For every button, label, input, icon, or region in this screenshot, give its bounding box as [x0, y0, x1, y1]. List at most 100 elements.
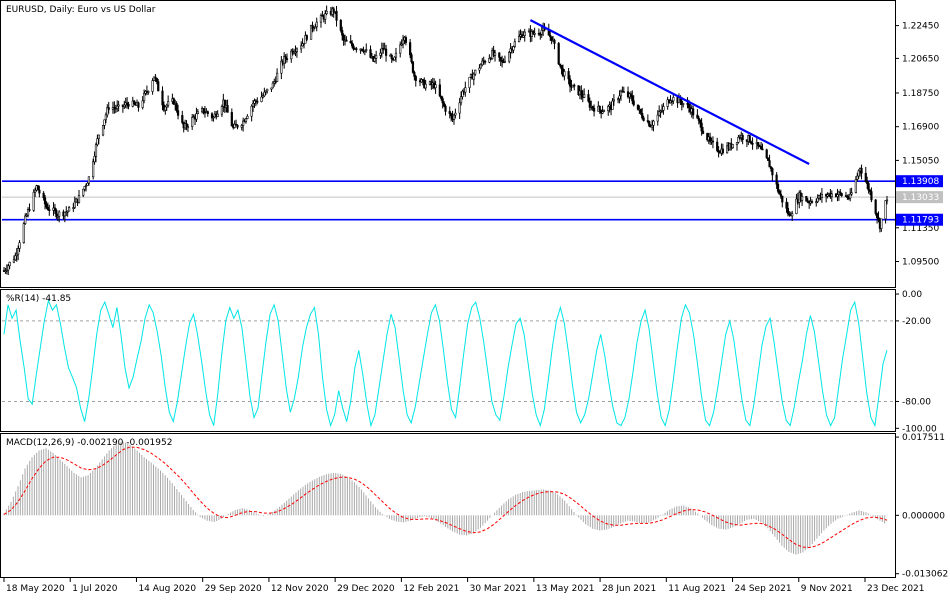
candle-body	[631, 95, 634, 102]
candle-body	[335, 10, 338, 21]
candle-body	[856, 175, 859, 180]
candle-body	[751, 143, 754, 145]
candle-body	[284, 56, 287, 59]
candle-body	[175, 103, 178, 111]
wpr-tick-label: -80.00	[902, 397, 931, 407]
candle-body	[868, 189, 872, 192]
candle-body	[583, 94, 586, 98]
candle-body	[697, 117, 700, 121]
candle-body	[137, 102, 140, 108]
candle-body	[72, 207, 75, 209]
candle-body	[757, 142, 760, 147]
candle-body	[549, 34, 552, 37]
candle-body	[77, 195, 81, 203]
candle-body	[301, 43, 304, 47]
candle-body	[82, 188, 85, 196]
candle-body	[450, 113, 453, 117]
macd-marks	[3, 441, 888, 555]
candle-body	[283, 56, 286, 64]
candle-body	[646, 120, 649, 122]
candle-body	[355, 48, 358, 50]
candle-body	[612, 99, 615, 102]
candle-body	[776, 183, 780, 192]
candle-body	[438, 84, 441, 97]
candle-body	[498, 52, 501, 58]
candle-body	[97, 134, 100, 139]
candle-body	[14, 255, 17, 261]
candle-body	[250, 105, 253, 117]
candle-body	[503, 60, 507, 63]
candle-body	[155, 78, 158, 82]
macd-tick-label: 0.017511	[902, 433, 945, 443]
candle-body	[709, 136, 712, 142]
candle-body	[686, 103, 689, 105]
candle-body	[12, 259, 16, 263]
candle-body	[18, 242, 21, 249]
candle-body	[341, 30, 344, 36]
candle-body	[441, 98, 444, 104]
candle-body	[8, 261, 11, 267]
time-tick-label: 23 Dec 2021	[867, 584, 925, 594]
candle-body	[48, 209, 51, 211]
candle-body	[786, 208, 790, 215]
candle-body	[662, 106, 665, 111]
candle-body	[261, 95, 265, 98]
candle-body	[687, 104, 690, 108]
candle-body	[73, 201, 76, 208]
candle-body	[315, 21, 318, 28]
candle-body	[410, 54, 413, 63]
candle-body	[274, 81, 277, 83]
price-tick-label: 1.11350	[902, 224, 939, 234]
candle-body	[509, 48, 512, 53]
candle-body	[601, 111, 604, 114]
macd-tick-label: 0.000000	[902, 511, 945, 521]
candle-body	[836, 194, 839, 198]
candle-body	[540, 30, 543, 35]
candle-body	[195, 113, 198, 120]
candle-body	[559, 63, 562, 66]
candle-body	[779, 193, 782, 197]
candle-body	[810, 201, 814, 203]
candle-body	[826, 194, 829, 197]
price-label-box	[896, 213, 943, 226]
candle-body	[501, 60, 504, 62]
wpr-line[interactable]	[3, 299, 888, 428]
candle-body	[325, 10, 328, 14]
candle-body	[839, 191, 842, 194]
candle-body	[701, 130, 705, 134]
candle-body	[650, 125, 654, 128]
candle-body	[379, 52, 382, 56]
candle-body	[484, 61, 487, 63]
candle-body	[142, 92, 146, 102]
candle-body	[234, 123, 238, 126]
wpr-pane[interactable]	[0, 289, 896, 432]
candle-body	[369, 49, 372, 58]
candle-body	[290, 50, 293, 60]
candle-body	[591, 106, 594, 109]
candle-body	[226, 105, 229, 113]
trendline[interactable]	[529, 19, 810, 166]
price-tick-label: 1.15050	[902, 156, 939, 166]
macd-pane[interactable]	[0, 433, 896, 578]
candle-body	[805, 196, 808, 202]
macd-signal-line[interactable]	[3, 446, 888, 549]
candle-body	[573, 84, 576, 87]
candle-body	[699, 120, 702, 124]
candle-body	[522, 35, 525, 38]
price-label-box	[896, 175, 943, 188]
candle-body	[300, 45, 303, 50]
candle-body	[533, 32, 536, 35]
candle-body	[186, 126, 190, 128]
candle-body	[532, 31, 535, 34]
candle-body	[474, 69, 477, 75]
candle-body	[880, 218, 883, 229]
time-tick-label: 28 Jun 2021	[602, 584, 656, 594]
candle-body	[294, 51, 297, 54]
candle-body	[43, 197, 47, 205]
candle-body	[452, 114, 456, 120]
candle-body	[263, 91, 266, 97]
candle-body	[820, 194, 824, 198]
candle-body	[165, 104, 168, 108]
price-pane[interactable]	[0, 0, 896, 288]
